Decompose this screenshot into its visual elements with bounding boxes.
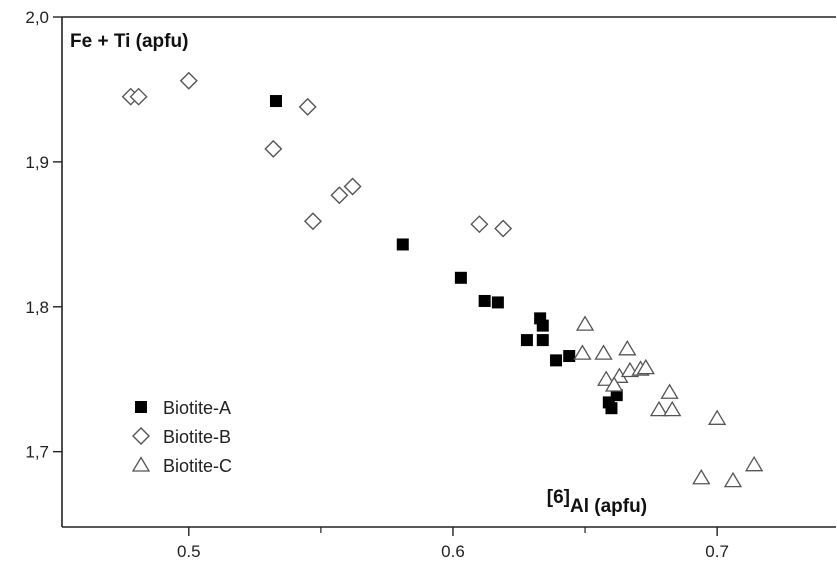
biotite-c-point — [707, 409, 727, 425]
y-axis-label: Fe + Ti (apfu) — [70, 31, 188, 52]
x-tick-label: 0.7 — [705, 542, 729, 561]
biotite-a-point — [549, 354, 562, 367]
biotite-b-point — [343, 177, 362, 196]
biotite-c-point — [618, 340, 637, 356]
biotite-c-legend-marker — [131, 456, 151, 472]
biotite-a-point — [454, 271, 467, 284]
biotite-b-point — [470, 215, 489, 234]
x-tick-label: 0.5 — [177, 542, 201, 561]
y-tick-label: 2,0 — [25, 8, 49, 27]
biotite-a-legend-label: Biotite-A — [163, 398, 231, 418]
biotite-a-point — [269, 95, 282, 108]
biotite-a-point — [491, 296, 504, 309]
biotite-c-point — [573, 344, 592, 360]
biotite-c-point — [649, 400, 669, 417]
biotite-c-point — [604, 376, 624, 392]
biotite-a-point — [536, 319, 549, 332]
biotite-a-legend-marker — [135, 401, 147, 413]
biotite-c-point — [723, 471, 743, 488]
biotite-c-point — [744, 455, 764, 472]
axis-ticks — [53, 16, 718, 536]
biotite-a-point — [605, 402, 618, 415]
biotite-b-point — [298, 97, 317, 116]
y-tick-label: 1,9 — [25, 153, 49, 172]
biotite-c-point — [636, 358, 655, 375]
biotite-c-point — [663, 400, 682, 417]
legend: Biotite-A Biotite-B Biotite-C — [131, 398, 232, 476]
biotite-a-point — [563, 350, 576, 363]
x-axis-label: Al (apfu) — [570, 496, 647, 517]
biotite-a-point — [536, 334, 549, 347]
x-tick-label: 0.6 — [441, 542, 465, 561]
biotite-b-point — [129, 87, 148, 106]
x-axis-label-superscript: [6] — [547, 487, 570, 508]
biotite-c-point — [594, 344, 613, 360]
biotite-b-point — [330, 186, 349, 205]
biotite-a-point — [520, 334, 533, 347]
biotite-b-point — [264, 139, 283, 158]
y-tick-label: 1,7 — [25, 443, 49, 462]
plot-frame — [61, 16, 836, 528]
biotite-c-legend-label: Biotite-C — [163, 456, 232, 476]
biotite-b-point — [303, 212, 322, 231]
biotite-c-point — [692, 468, 711, 485]
biotite-b-legend-marker — [132, 427, 150, 445]
axis-tick-labels: 0.5 0.6 0.7 1,7 1,8 1,9 2,0 — [25, 8, 729, 561]
data-points — [121, 71, 764, 488]
biotite-a-point — [396, 238, 409, 251]
biotite-c-point — [597, 370, 616, 386]
biotite-b-legend-label: Biotite-B — [163, 427, 231, 447]
biotite-a-point — [478, 294, 491, 307]
biotite-c-point — [660, 383, 679, 399]
biotite-c-point — [575, 315, 595, 331]
y-tick-label: 1,8 — [25, 298, 49, 317]
biotite-b-point — [179, 71, 198, 90]
biotite-b-point — [494, 219, 513, 238]
